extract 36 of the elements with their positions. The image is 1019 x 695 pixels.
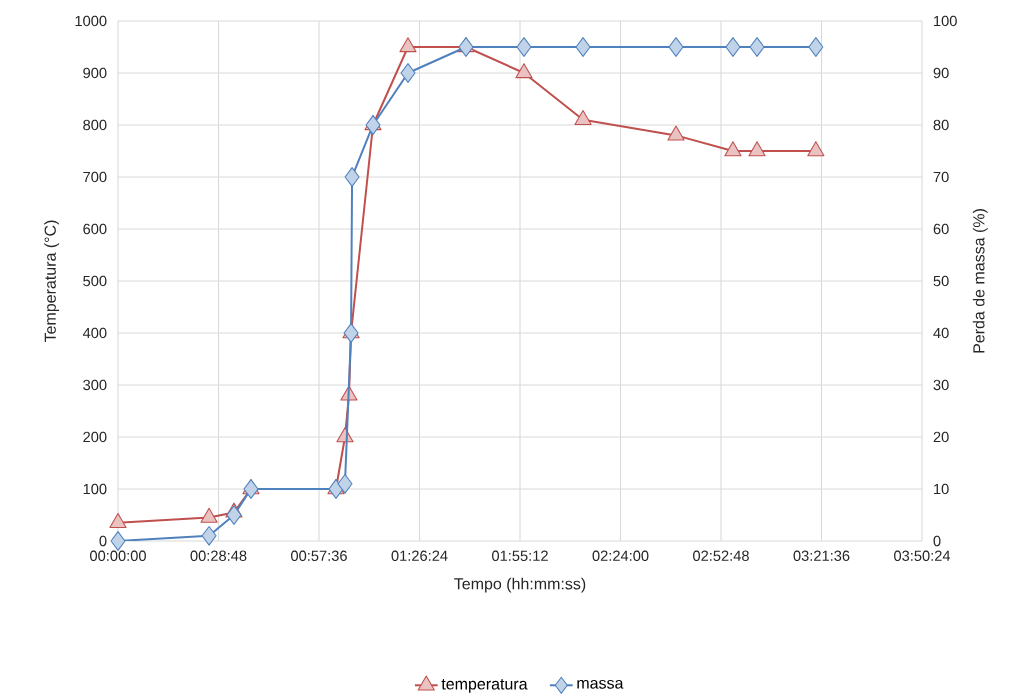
x-tick-label: 03:21:36 [793,550,850,561]
legend-label: massa [577,679,624,689]
y2-tick-label: 100 [934,15,957,27]
x-tick-label: 01:26:24 [391,550,448,561]
y2-tick-label: 10 [934,483,949,495]
y-tick-label: 300 [83,379,107,391]
x-tick-label: 03:50:24 [894,550,951,561]
y-tick-label: 700 [83,171,107,183]
y-tick-label: 900 [83,67,107,79]
y2-tick-label: 80 [933,119,949,131]
y2-tick-label: 20 [933,431,949,443]
x-axis-title: Tempo (hh:mm:ss) [454,577,586,593]
x-tick-label: 00:57:36 [291,550,347,561]
y2-tick-label: 30 [933,379,949,391]
x-tick-label: 00:28:48 [190,550,247,561]
y2-tick-label: 60 [933,223,949,235]
y-tick-label: 100 [83,483,107,495]
y-tick-label: 0 [99,535,107,547]
y-tick-label: 200 [83,431,107,443]
y-tick-label: 500 [83,275,107,287]
y-tick-label: 800 [83,119,107,131]
x-tick-label: 02:24:00 [592,550,649,561]
y-tick-label: 400 [82,327,107,339]
y-tick-label: 600 [83,223,107,235]
x-tick-label: 01:55:12 [492,550,548,561]
x-tick-label: 00:00:00 [90,550,146,561]
y2-tick-label: 50 [933,275,949,287]
y2-tick-label: 40 [933,327,949,339]
legend-label: temperatura [441,679,528,693]
y-axis-title: Temperatura (°C) [44,220,60,343]
y2-axis-title: Perda de massa (%) [972,209,988,353]
y-tick-label: 1000 [75,15,107,27]
x-tick-label: 02:52:48 [693,550,749,561]
y2-tick-label: 0 [933,535,941,547]
y2-tick-label: 90 [933,67,949,79]
y2-tick-label: 70 [933,171,949,183]
